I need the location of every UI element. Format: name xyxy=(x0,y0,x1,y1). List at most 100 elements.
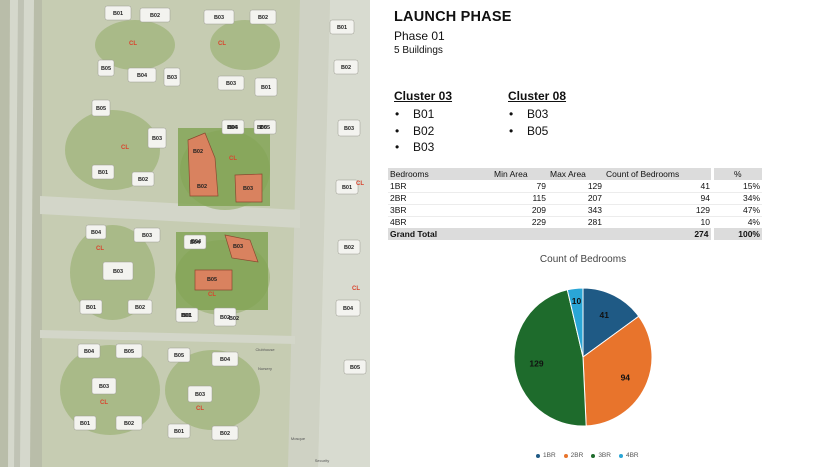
building-label: B01 xyxy=(261,85,271,91)
table-header-cell: Count of Bedrooms xyxy=(604,168,712,180)
building-block xyxy=(115,415,143,431)
legend-item-4br: 4BR xyxy=(618,452,639,459)
building-label: B02 xyxy=(197,184,207,190)
building-label: B02 xyxy=(258,15,268,21)
legend-label: 3BR xyxy=(598,452,611,459)
buildings-count: 5 Buildings xyxy=(394,45,443,56)
building-block xyxy=(337,119,361,137)
building-block xyxy=(133,227,161,243)
building-block xyxy=(139,7,171,23)
building-block xyxy=(115,343,143,359)
building-label: B02 xyxy=(344,245,354,251)
building-label: B04 xyxy=(227,125,238,131)
table-cell: 115 xyxy=(492,191,548,204)
building-label: B02 xyxy=(150,13,160,19)
cluster08-b05-building xyxy=(194,269,233,291)
table-cell: 129 xyxy=(587,180,602,191)
building-block xyxy=(187,385,213,403)
building-block xyxy=(131,171,155,187)
table-cell xyxy=(492,228,548,240)
building-block xyxy=(335,179,359,195)
bedrooms-table: Bedrooms Min Area Max Area Count of Bedr… xyxy=(388,168,762,240)
pie-slice-4br xyxy=(566,287,584,358)
building-label: B03 xyxy=(226,81,236,87)
building-label: B04 xyxy=(91,230,102,236)
building-block xyxy=(175,307,199,323)
building-label: B04 xyxy=(228,125,239,131)
legend-item-3br: 3BR xyxy=(591,452,611,459)
table-cell: 281 xyxy=(548,215,604,228)
cluster-heading: Cluster 03 xyxy=(394,89,453,103)
building-label: B03 xyxy=(233,244,243,250)
facility-label: Nursery xyxy=(258,366,272,371)
table-cell: Grand Total xyxy=(388,228,492,240)
table-cell: 4BR xyxy=(388,215,492,228)
cluster-marker: CL xyxy=(356,181,364,187)
building-label: B02 xyxy=(193,149,203,155)
table-cell: 274 xyxy=(604,228,712,240)
building-block xyxy=(91,164,115,180)
building-block xyxy=(221,119,245,135)
building-label: B02 xyxy=(220,431,230,437)
green-courtyard xyxy=(210,20,280,70)
building-label: B03 xyxy=(243,186,253,192)
building-label: B01 xyxy=(337,25,347,31)
table-cell: 209 xyxy=(492,203,548,216)
cluster-08-list: Cluster 08 B03 B05 xyxy=(508,89,566,139)
building-block xyxy=(73,415,97,431)
cluster-marker: CL xyxy=(218,41,226,47)
legend-item-2br: 2BR xyxy=(563,452,583,459)
building-block xyxy=(91,377,117,395)
building-label: B05 xyxy=(174,353,184,359)
chart-legend: 1BR 2BR 3BR 4BR xyxy=(536,452,647,459)
legend-item-1br: 1BR xyxy=(536,452,556,459)
building-label: B02 xyxy=(220,315,230,321)
building-block xyxy=(333,59,359,75)
building-block xyxy=(249,9,277,25)
cluster-marker: CL xyxy=(100,400,108,406)
building-label: B05 xyxy=(96,106,106,112)
building-block xyxy=(203,9,235,25)
building-block xyxy=(253,119,277,135)
phase-label: Phase 01 xyxy=(394,29,445,43)
green-courtyard xyxy=(65,110,160,190)
building-label: B01 xyxy=(86,305,96,311)
table-row: 1BR 79 129 41 15% xyxy=(388,180,762,192)
facility-label: Security xyxy=(315,458,329,463)
building-label: B01 xyxy=(113,11,123,17)
table-cell: 207 xyxy=(548,191,604,204)
building-block xyxy=(163,67,181,87)
building-label: B05 xyxy=(350,365,360,371)
building-block xyxy=(183,234,207,250)
table-header-cell: Max Area xyxy=(548,168,604,180)
cluster03-b02-building xyxy=(187,132,219,197)
cluster-marker: CL xyxy=(352,286,360,292)
legend-swatch xyxy=(591,453,596,458)
table-cell xyxy=(548,228,604,240)
cluster-marker: CL xyxy=(229,156,237,162)
table-total-row: Grand Total 274 100% xyxy=(388,228,762,240)
building-label: B01 xyxy=(80,421,90,427)
table-cell: 79 xyxy=(536,180,546,191)
table-cell: 1BR xyxy=(390,180,407,191)
building-label: B04 xyxy=(220,357,231,363)
building-label: B02 xyxy=(138,177,148,183)
table-row: 2BR 115 207 94 34% xyxy=(388,191,762,204)
pie-slice-1br xyxy=(582,287,640,358)
building-label: B02 xyxy=(341,65,351,71)
table-cell: 94 xyxy=(604,191,712,204)
table-cell: 4% xyxy=(712,215,762,228)
building-label: B03 xyxy=(344,126,354,132)
building-label: B05 xyxy=(101,66,111,72)
building-label: B05 xyxy=(257,125,267,131)
legend-label: 4BR xyxy=(625,452,639,459)
table-cell: 41 xyxy=(700,180,710,191)
cluster-marker: CL xyxy=(96,246,104,252)
building-label: B04 xyxy=(191,239,202,245)
building-label: B04 xyxy=(343,306,354,312)
table-header-cell: % xyxy=(710,168,762,180)
building-label: B04 xyxy=(84,349,95,355)
building-block xyxy=(254,77,278,97)
legend-swatch xyxy=(536,453,540,458)
table-cell: 47% xyxy=(712,203,762,216)
